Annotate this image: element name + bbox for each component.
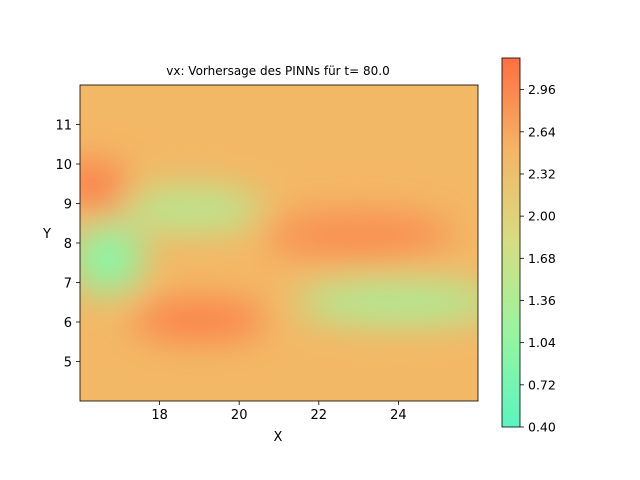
x-axis-ticks: 18 20 22 24 [151,401,407,423]
colorbar-tick-label: 2.96 [528,82,556,97]
colorbar-tick-label: 1.68 [528,251,556,266]
chart-title: vx: Vorhersage des PINNs für t= 80.0 [166,64,389,78]
y-axis-ticks: 5 6 7 8 9 10 11 [55,119,80,371]
colorbar [501,57,521,428]
field-feature-low-left [80,223,144,295]
y-axis-label: Y [42,227,51,242]
field-feature-high-center [263,211,455,259]
field-feature-high-lower [131,300,268,340]
x-tick-label: 24 [390,408,407,423]
y-tick-label: 6 [64,316,72,331]
colorbar-tick-label: 2.64 [528,124,556,139]
colorbar-tick-label: 0.40 [528,420,556,435]
field-feature-low-right [294,280,478,324]
y-tick-label: 5 [64,356,72,371]
y-tick-label: 8 [64,237,72,252]
x-axis-label: X [274,430,283,445]
colorbar-tick-label: 2.32 [528,166,556,181]
y-tick-label: 9 [64,198,72,213]
colorbar-tick-label: 1.04 [528,335,556,350]
colorbar-tick-label: 2.00 [528,209,556,224]
x-tick-label: 18 [151,408,168,423]
y-tick-label: 10 [55,158,72,173]
field-feature-high-left [80,162,128,206]
colorbar-tick-label: 1.36 [528,293,556,308]
colorbar-tick-label: 0.72 [528,377,556,392]
field-feature-high-left-small [95,199,128,224]
heatmap-field [80,85,478,401]
x-tick-label: 20 [231,408,248,423]
y-tick-label: 7 [64,277,72,292]
x-tick-label: 22 [311,408,328,423]
y-tick-label: 11 [55,119,72,134]
field-feature-low-top [119,187,264,232]
colorbar-ticks: 0.40 0.72 1.04 1.36 1.68 2.00 2.32 2.64 2.96 [520,82,556,435]
